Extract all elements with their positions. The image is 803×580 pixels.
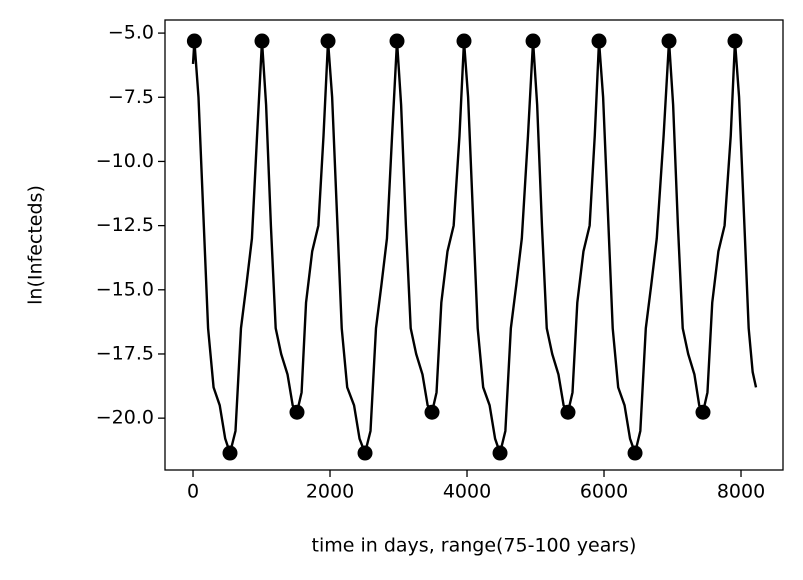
marker [727, 33, 743, 49]
x-tick-label: 4000 [443, 481, 491, 503]
y-tick-label: −15.0 [96, 278, 154, 300]
marker [424, 404, 440, 420]
x-axis-label: time in days, range(75-100 years) [312, 535, 637, 557]
y-tick-label: −20.0 [96, 407, 154, 429]
marker [560, 404, 576, 420]
marker [254, 33, 270, 49]
x-tick-label: 0 [187, 481, 199, 503]
x-tick-label: 2000 [306, 481, 354, 503]
marker [695, 404, 711, 420]
line [191, 39, 758, 455]
marker [222, 445, 238, 461]
marker [661, 33, 677, 49]
marker [525, 33, 541, 49]
marker [389, 33, 405, 49]
y-tick-label: −7.5 [108, 86, 154, 108]
marker [357, 445, 373, 461]
y-tick-label: −12.5 [96, 214, 154, 236]
marker [320, 33, 336, 49]
x-tick-label: 6000 [580, 481, 628, 503]
y-tick-label: −5.0 [108, 22, 154, 44]
marker [627, 445, 643, 461]
y-tick-label: −10.0 [96, 150, 154, 172]
marker [186, 33, 202, 49]
plot-frame [164, 19, 784, 471]
y-tick-label: −17.5 [96, 342, 154, 364]
marker [591, 33, 607, 49]
x-tick-label: 8000 [717, 481, 765, 503]
marker [492, 445, 508, 461]
marker [289, 404, 305, 420]
marker [456, 33, 472, 49]
y-axis-label: ln(Infecteds) [25, 185, 47, 305]
